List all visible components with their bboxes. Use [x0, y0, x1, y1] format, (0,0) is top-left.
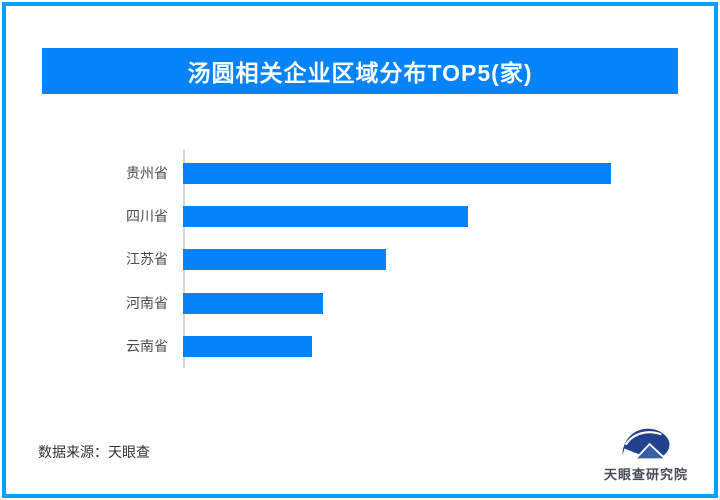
bar [183, 206, 468, 228]
category-label: 江苏省 [126, 251, 168, 268]
title-banner: 汤圆相关企业区域分布TOP5(家) [42, 48, 678, 94]
category-label: 四川省 [126, 208, 168, 225]
chart-row: 江苏省 [28, 249, 386, 271]
bar [183, 249, 386, 271]
chart-title: 汤圆相关企业区域分布TOP5(家) [187, 60, 533, 86]
category-label: 云南省 [126, 337, 168, 354]
chart-row: 四川省 [28, 206, 468, 228]
chart-row: 河南省 [28, 292, 323, 314]
bar [183, 335, 312, 357]
bar-chart: 贵州省四川省江苏省河南省云南省 [0, 150, 720, 370]
data-source-text: 数据来源：天眼查 [38, 444, 150, 460]
brand-logo: 天眼查研究院 [598, 426, 694, 483]
brand-logo-text: 天眼查研究院 [603, 467, 688, 482]
bar [183, 292, 323, 314]
category-label: 河南省 [126, 294, 168, 311]
chart-row: 贵州省 [28, 163, 611, 184]
chart-row: 云南省 [28, 335, 312, 357]
bar [183, 163, 611, 184]
category-label: 贵州省 [126, 165, 168, 181]
tianyancha-logo-icon [620, 428, 670, 462]
